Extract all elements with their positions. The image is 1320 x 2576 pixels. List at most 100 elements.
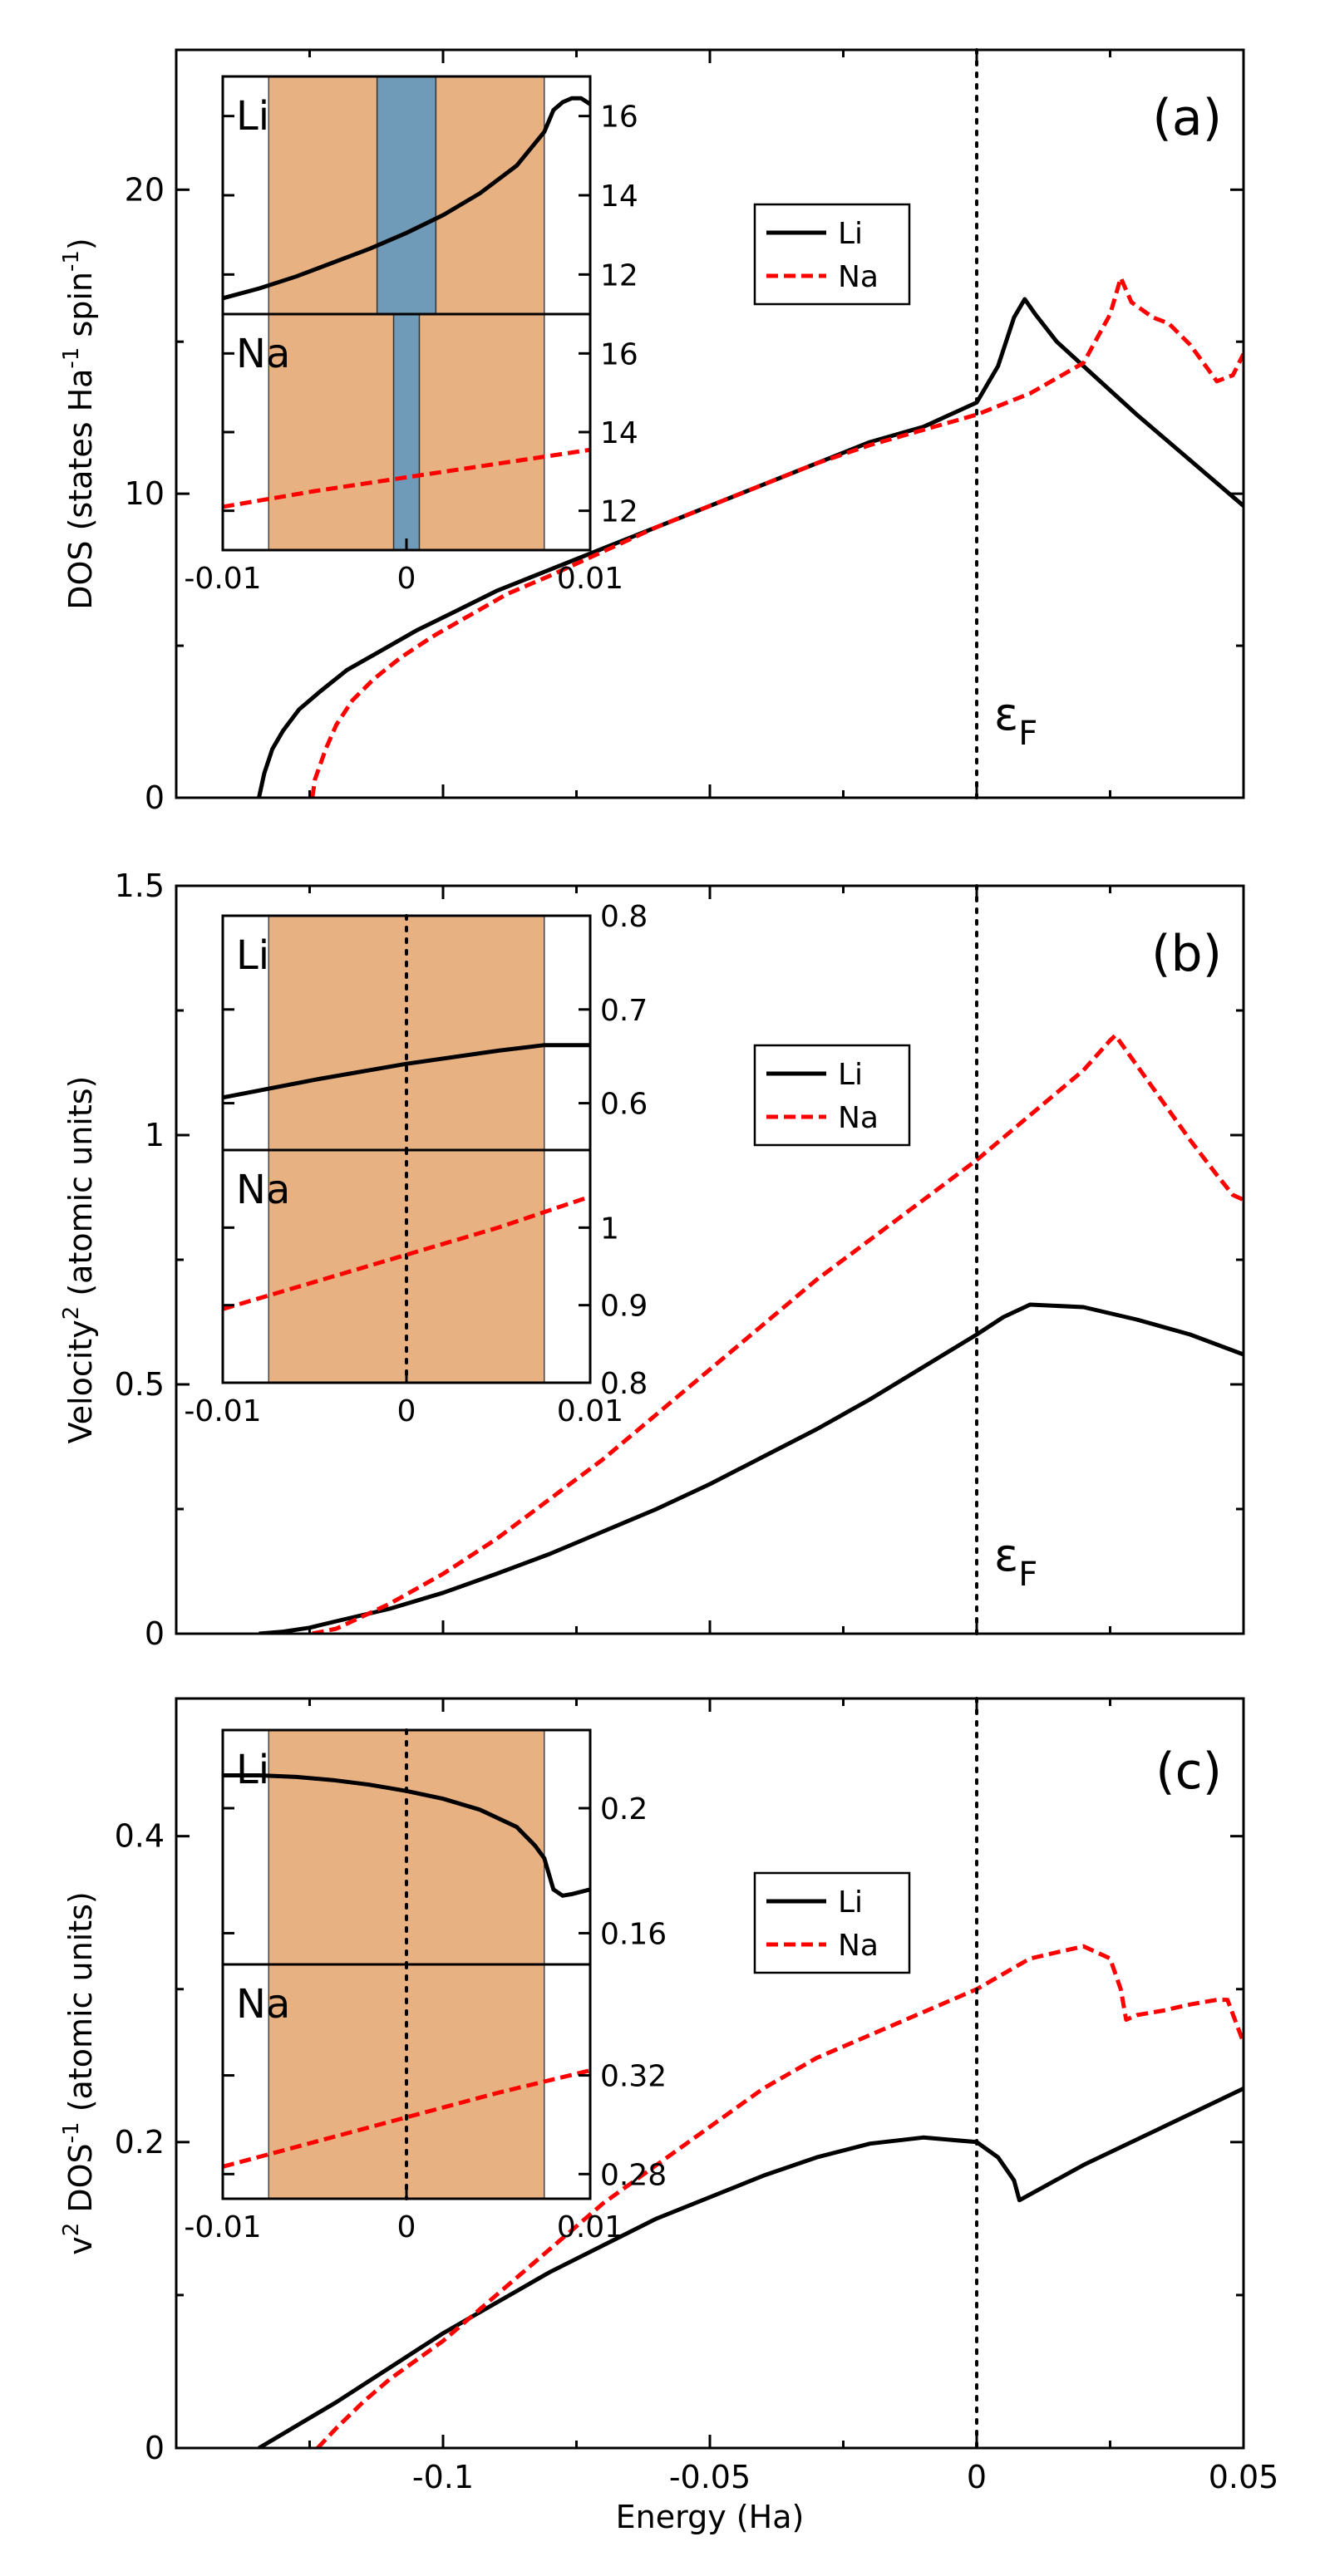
fermi-subscript: F [1018,1556,1037,1594]
legend-box [753,203,911,306]
fermi-level-label: εF [994,1529,1037,1594]
inset: Li 0.6 0.7 0.8 Na 0.8 0.9 1 -0.01 0 0.01 [184,900,648,1428]
y-axis-label: Velocity2 (atomic units) [59,1076,99,1444]
y-axis-label-superscript: 2 [59,1306,84,1320]
inset-panel-label: Li [236,932,269,979]
y-axis-label-part: DOS [62,2143,99,2222]
y-tick-label: 1.5 [115,868,165,904]
y-axis-label-superscript: -1 [59,250,84,272]
y-tick-label: 0 [145,779,165,816]
inset-x-tick-label: 0.01 [557,562,623,596]
inset-y-tick-label: 1 [600,1212,619,1246]
series-line-na [316,1944,1244,2448]
inset-series-line-na [223,447,590,509]
x-tick-label: -0.1 [412,2459,474,2495]
inset-bottom-panel: Na 0.8 0.9 1 [223,1148,648,1401]
fermi-level-label: εF [994,688,1037,753]
inset-top-panel: Li 0.16 0.2 [223,1728,667,1966]
inset-x-tick-label: -0.01 [184,2210,261,2244]
fermi-symbol: ε [994,688,1018,740]
inset-y-tick-label: 0.16 [600,1917,667,1951]
legend-box [753,1044,911,1147]
legend-entry-na: Na [838,260,879,294]
y-tick-label: 0.5 [115,1366,165,1403]
inset-y-tick-label: 12 [600,258,638,293]
inset-x-tick-label: -0.01 [184,1394,261,1428]
series-line-na [310,275,1244,798]
inset-x-tick-label: -0.01 [184,562,261,596]
y-axis-label-part: v [62,2236,99,2255]
inset-panel-label: Li [236,93,269,140]
inset: Li 12 14 16 Na 12 14 16 -0.01 0 0.01 [184,75,638,596]
legend-entry-na: Na [838,1101,879,1135]
x-tick-label: 0.05 [1209,2459,1279,2495]
legend: Li Na [753,203,911,306]
fermi-subscript: F [1018,715,1037,753]
y-tick-label: 0.2 [115,2124,165,2161]
panel-tag: (c) [1155,1743,1222,1801]
y-axis-label-part: (atomic units) [62,1076,99,1306]
series-group [257,275,1244,798]
legend-entry-li: Li [838,1058,863,1092]
inset-series-line-na [223,1194,590,1311]
inset-panel-label: Na [236,1167,290,1213]
series-line-na [312,1033,1244,1634]
legend: Li Na [753,1871,911,1974]
inset-inner-shaded-region [376,76,437,315]
series-line-li [258,2087,1244,2448]
y-tick-label: 0 [145,2430,165,2466]
y-tick-label: 0 [145,1615,165,1652]
inset-y-tick-label: 12 [600,495,638,529]
inset-x-tick-label: 0 [397,2210,416,2244]
series-group [259,1033,1244,1634]
panel-tag: (a) [1152,89,1222,147]
inset-series-line-li [223,1773,590,1898]
inset-x-tick-label: 0.01 [557,2210,623,2244]
y-axis-label-part: ) [62,238,99,250]
inset-y-tick-label: 0.6 [600,1088,648,1122]
inset-y-tick-label: 0.9 [600,1290,648,1324]
inset-x-tick-label: 0 [397,562,416,596]
y-tick-label: 1 [145,1117,165,1153]
y-axis-label-part: spin [62,272,99,347]
inset-y-tick-label: 0.2 [600,1792,648,1826]
x-tick-label: 0 [967,2459,987,2495]
fermi-symbol: ε [994,1529,1018,1581]
legend: Li Na [753,1044,911,1147]
y-axis-label: DOS (states Ha-1 spin-1) [59,238,99,610]
legend-box [753,1871,911,1974]
y-axis-label-part: (atomic units) [62,1891,99,2121]
y-axis-label-part: Velocity [62,1320,99,1443]
panel-tag: (b) [1151,925,1222,983]
inset-series-line-li [223,96,590,301]
y-axis-label-superscript: 2 [59,2223,84,2237]
inset-y-tick-label: 0.32 [600,2060,667,2094]
legend-entry-li: Li [838,1885,863,1920]
x-tick-label: -0.05 [669,2459,751,2495]
inset-y-tick-label: 0.8 [600,900,648,934]
inset-y-tick-label: 14 [600,416,638,450]
y-axis-label: v2 DOS-1 (atomic units) [59,1891,99,2255]
legend-entry-li: Li [838,217,863,251]
y-tick-label: 0.4 [115,1818,165,1855]
y-axis-label-superscript: -1 [59,2121,84,2143]
inset-y-tick-label: 0.8 [600,1367,648,1401]
inset-panel-label: Na [236,1981,290,2028]
inset: Li 0.16 0.2 Na 0.28 0.32 -0.01 0 0.01 [184,1728,667,2244]
inset-inner-shaded-region [392,313,421,551]
inset-panel-label: Li [236,1747,269,1793]
inset-panel-label: Na [236,331,290,377]
panel-c: -0.1 -0.05 0 0.05 0 0.2 0.4 v2 DOS-1 (atomic un… [59,1697,1279,2535]
inset-series-line-na [223,2068,590,2169]
inset-bottom-panel: Na 0.28 0.32 [223,1963,667,2200]
inset-series-line-li [223,1043,590,1100]
inset-y-tick-label: 0.7 [600,994,648,1028]
inset-x-tick-label: 0.01 [557,1394,623,1428]
y-tick-label: 20 [125,171,165,208]
panel-b: 0 0.5 1 1.5 Velocity2 (atomic units) (b) εF Li N… [59,868,1245,1652]
y-axis-label-part: DOS (states Ha [62,369,99,610]
x-axis-label: Energy (Ha) [616,2499,805,2535]
inset-y-tick-label: 16 [600,337,638,371]
